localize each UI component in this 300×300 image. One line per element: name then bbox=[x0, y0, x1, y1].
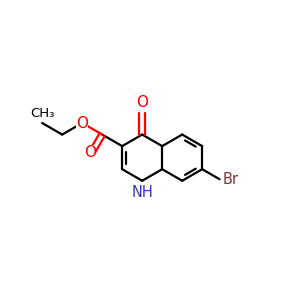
Text: NH: NH bbox=[131, 184, 153, 200]
Text: O: O bbox=[136, 95, 148, 110]
Text: Br: Br bbox=[223, 172, 238, 187]
Text: CH₃: CH₃ bbox=[30, 107, 54, 120]
Text: O: O bbox=[76, 116, 88, 130]
Text: O: O bbox=[84, 145, 96, 160]
